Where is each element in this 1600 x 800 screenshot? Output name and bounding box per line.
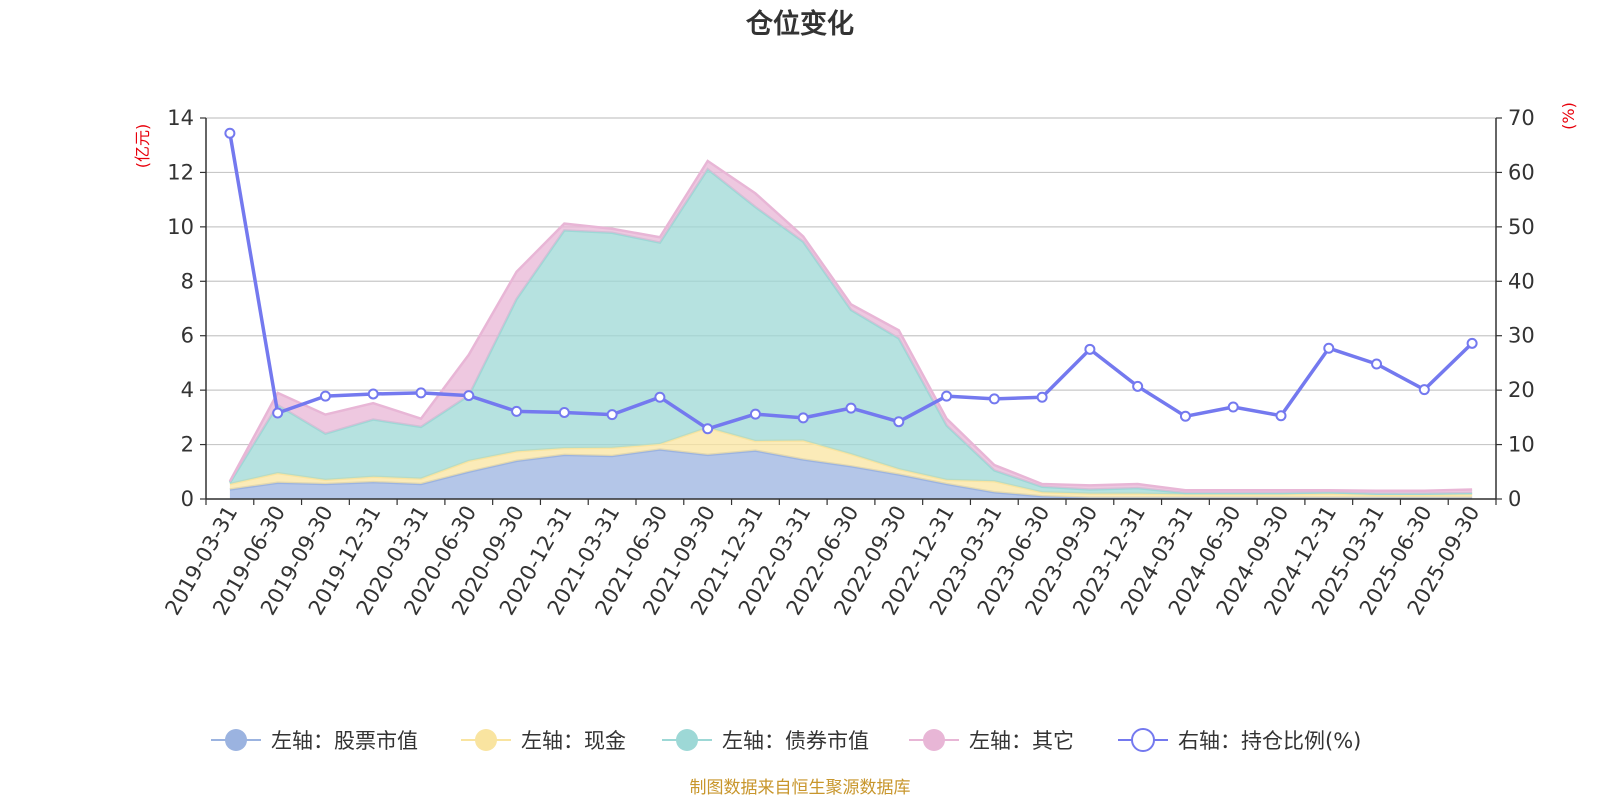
right-tick-label-7: 70 xyxy=(1508,106,1535,130)
legend-label-5: 右轴：持仓比例(%) xyxy=(1178,729,1361,753)
ratio-point-1 xyxy=(272,407,284,419)
left-tick-label-5: 10 xyxy=(167,215,194,239)
ratio-point-6 xyxy=(511,405,523,417)
left-tick-label-2: 4 xyxy=(181,378,194,402)
legend-label-1: 左轴：股票市值 xyxy=(271,729,418,753)
ratio-point-15 xyxy=(941,390,953,402)
ratio-point-19 xyxy=(1132,380,1144,392)
left-tick-label-1: 2 xyxy=(181,433,194,457)
ratio-point-20 xyxy=(1179,410,1191,422)
ratio-point-11 xyxy=(749,408,761,420)
right-tick-label-2: 20 xyxy=(1508,378,1535,402)
legend: 左轴：股票市值 左轴：现金 左轴：债券市值 左轴：其它 右轴：持仓比例(%) xyxy=(211,728,1361,753)
ratio-point-12 xyxy=(797,412,809,424)
area-series-1 xyxy=(229,449,1473,499)
right-tick-label-0: 0 xyxy=(1508,487,1521,511)
chart-title: 仓位变化 xyxy=(745,8,854,40)
legend-label-3: 左轴：债券市值 xyxy=(722,729,869,753)
right-tick-label-5: 50 xyxy=(1508,215,1535,239)
left-tick-label-3: 6 xyxy=(181,324,194,348)
legend-marker-5 xyxy=(1131,728,1155,752)
area-edge-4 xyxy=(228,159,1473,493)
ratio-point-17 xyxy=(1036,391,1048,403)
right-tick-label-6: 60 xyxy=(1508,160,1535,184)
ratio-point-22 xyxy=(1275,410,1287,422)
left-tick-label-6: 12 xyxy=(167,160,194,184)
right-axis-unit: (%) xyxy=(1559,102,1578,130)
ratio-point-13 xyxy=(845,402,857,414)
ratio-point-25 xyxy=(1418,384,1430,396)
left-tick-label-0: 0 xyxy=(181,487,194,511)
ratio-point-2 xyxy=(319,390,331,402)
legend-marker-1 xyxy=(225,729,247,751)
ratio-point-5 xyxy=(463,390,475,402)
left-axis-unit: (亿元) xyxy=(133,124,152,169)
right-tick-label-3: 30 xyxy=(1508,324,1535,348)
ratio-point-23 xyxy=(1323,342,1335,354)
area-series-2 xyxy=(229,427,1473,498)
ratio-point-8 xyxy=(606,409,618,421)
ratio-point-3 xyxy=(367,388,379,400)
area-series-3 xyxy=(229,169,1473,495)
legend-label-4: 左轴：其它 xyxy=(969,729,1074,753)
ratio-point-10 xyxy=(702,423,714,435)
legend-marker-3 xyxy=(676,729,698,751)
ratio-point-4 xyxy=(415,387,427,399)
ratio-point-7 xyxy=(558,406,570,418)
left-tick-label-7: 14 xyxy=(167,106,194,130)
legend-marker-2 xyxy=(475,729,497,751)
ratio-point-16 xyxy=(988,393,1000,405)
legend-label-2: 左轴：现金 xyxy=(521,729,626,753)
ratio-point-18 xyxy=(1084,343,1096,355)
ratio-point-9 xyxy=(654,391,666,403)
ratio-point-26 xyxy=(1466,337,1478,349)
ratio-point-14 xyxy=(893,416,905,428)
legend-marker-4 xyxy=(923,729,945,751)
right-tick-label-1: 10 xyxy=(1508,433,1535,457)
right-tick-label-4: 40 xyxy=(1508,269,1535,293)
left-tick-label-4: 8 xyxy=(181,269,194,293)
ratio-point-24 xyxy=(1371,358,1383,370)
ratio-line-series xyxy=(224,127,1478,435)
source-note: 制图数据来自恒生聚源数据库 xyxy=(690,778,911,798)
ratio-point-0 xyxy=(224,127,236,139)
area-series-group xyxy=(228,159,1473,499)
ratio-point-21 xyxy=(1227,401,1239,413)
